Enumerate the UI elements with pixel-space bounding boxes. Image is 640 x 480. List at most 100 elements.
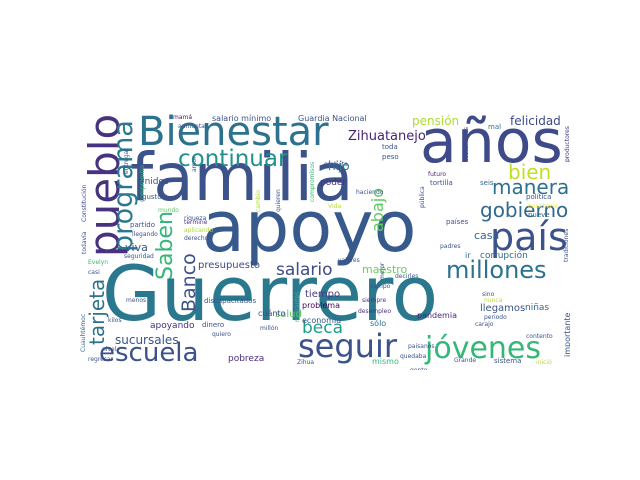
- word-tradiciones: tradiciones: [563, 228, 570, 262]
- word-saben: Saben: [153, 211, 178, 280]
- word-maestro: maestro: [362, 263, 408, 276]
- word-salario: salario: [276, 260, 333, 280]
- word-contento: contento: [526, 333, 553, 340]
- word-banco: Banco: [178, 253, 200, 312]
- word-tiempo: tiempo: [305, 289, 341, 300]
- word-pobreza: pobreza: [228, 354, 265, 364]
- word-quedaba: quedaba: [400, 353, 427, 360]
- word-discapacitados: discapacitados: [204, 297, 257, 305]
- word-apoyando: apoyando: [150, 321, 195, 331]
- word-gratuita: gratuita: [324, 161, 348, 168]
- word-presupuesto: presupuesto: [198, 260, 261, 271]
- word-kilos: kilos: [108, 317, 122, 324]
- word-vida: Vida: [328, 203, 342, 210]
- word-inicio: inició: [536, 359, 552, 366]
- word-sino: sino: [482, 291, 495, 298]
- word-entregar: entregar: [123, 148, 130, 174]
- word-jovenes: jóvenes: [425, 331, 542, 366]
- word-amor: amor: [191, 156, 198, 172]
- word-mundo: mundo: [158, 207, 179, 214]
- word-felicidad: felicidad: [510, 114, 561, 128]
- word-ninas: niñas: [525, 303, 550, 313]
- word-salud: salud: [275, 309, 302, 320]
- word-partido: partido: [130, 221, 156, 229]
- word-paisanos: paisanos: [408, 343, 435, 350]
- word-problema: problema: [302, 301, 341, 310]
- word-gusto: gusto: [142, 193, 162, 201]
- word-ir: ir: [465, 251, 471, 260]
- word-periodo: periodo: [484, 314, 507, 321]
- word-cloud: Guerrero apoyo familia años pueblo Biene…: [80, 112, 570, 370]
- word-sistema: sistema: [494, 357, 522, 365]
- word-productores: productores: [564, 126, 570, 162]
- word-pandemia: pandemia: [417, 311, 457, 320]
- word-seis: seis: [480, 179, 494, 187]
- word-tortilla: tortilla: [430, 179, 453, 187]
- word-solo: sólo: [370, 319, 387, 328]
- word-casi: casi: [88, 269, 100, 276]
- word-evelyn: Evelyn: [88, 259, 109, 266]
- word-constitucion: Constitución: [81, 184, 88, 222]
- word-guardia-nacional: Guardia Nacional: [298, 114, 367, 123]
- word-quiero: quiero: [212, 331, 231, 338]
- word-viva: viva: [125, 241, 148, 254]
- word-mal: mal: [488, 123, 502, 131]
- word-aumentar: aumentar: [178, 123, 208, 130]
- word-salario-minimo: salario mínimo: [212, 114, 272, 123]
- word-hijo: hijo: [328, 159, 350, 173]
- word-termine: termine: [184, 219, 208, 226]
- word-continuar: continuar: [178, 146, 288, 172]
- word-seguir: seguir: [298, 327, 397, 365]
- word-nivel: nivel: [102, 346, 117, 353]
- word-pais: país: [490, 215, 568, 259]
- word-bienestar: Bienestar: [138, 112, 329, 155]
- word-pension: pensión: [412, 114, 460, 128]
- word-gobierno: gobierno: [480, 198, 569, 222]
- word-seguridad: seguridad: [124, 253, 154, 260]
- word-mama: mamá: [173, 114, 193, 121]
- word-neoliberal: neoliberal: [528, 203, 558, 210]
- word-millones: millones: [446, 256, 547, 284]
- word-unidos: Unidos: [138, 177, 169, 187]
- word-politica: política: [526, 193, 552, 201]
- word-casa: casa: [474, 229, 500, 242]
- word-importante: importante: [563, 312, 570, 357]
- word-paises: países: [446, 218, 469, 226]
- word-mejor: mejor: [379, 262, 386, 280]
- word-siempre: siempre: [362, 297, 387, 304]
- word-nunca: nunca: [484, 297, 503, 304]
- word-zihuatanejo: Zihuatanejo: [348, 129, 426, 144]
- word-decirles: decirles: [395, 273, 419, 280]
- word-apoyo: apoyo: [202, 186, 417, 268]
- word-bien: bien: [508, 160, 552, 184]
- word-familia: familia: [130, 139, 354, 216]
- word-publica: pública: [419, 186, 426, 208]
- word-nueve: nueve: [528, 211, 550, 219]
- word-beca: beca: [302, 318, 344, 338]
- word-tarjeta: tarjeta: [85, 278, 109, 345]
- word-poder: poder: [320, 178, 347, 188]
- word-migrantes: migrantes: [294, 291, 301, 322]
- word-valores: valores: [338, 257, 360, 264]
- word-peso: peso: [382, 153, 399, 161]
- word-corrupcion: corrupción: [480, 251, 528, 261]
- word-anos: años: [420, 112, 563, 177]
- word-regresar: regresar: [88, 356, 114, 363]
- word-guerrero: Guerrero: [102, 249, 439, 338]
- word-quieren: quieren: [275, 189, 282, 212]
- word-cambio: cambio: [255, 190, 262, 212]
- word-desempleo: desempleo: [358, 308, 391, 315]
- word-gente: gente: [410, 368, 427, 371]
- word-todavia: todavía: [81, 231, 88, 254]
- word-costumbres: costumbres: [463, 126, 470, 162]
- word-cuanto: cuánto: [258, 309, 286, 318]
- word-carajo: carajo: [475, 321, 494, 328]
- word-escuela: escuela: [99, 338, 199, 368]
- word-futuro: futuro: [428, 171, 447, 178]
- word-grande: Grande: [454, 357, 477, 364]
- word-cuauhtemoc: Cuauhtémoc: [80, 313, 87, 352]
- word-padres: padres: [440, 243, 461, 250]
- word-dinero: dinero: [202, 321, 225, 329]
- word-derecho: derecho: [184, 235, 209, 242]
- word-haciendo: haciendo: [356, 189, 384, 196]
